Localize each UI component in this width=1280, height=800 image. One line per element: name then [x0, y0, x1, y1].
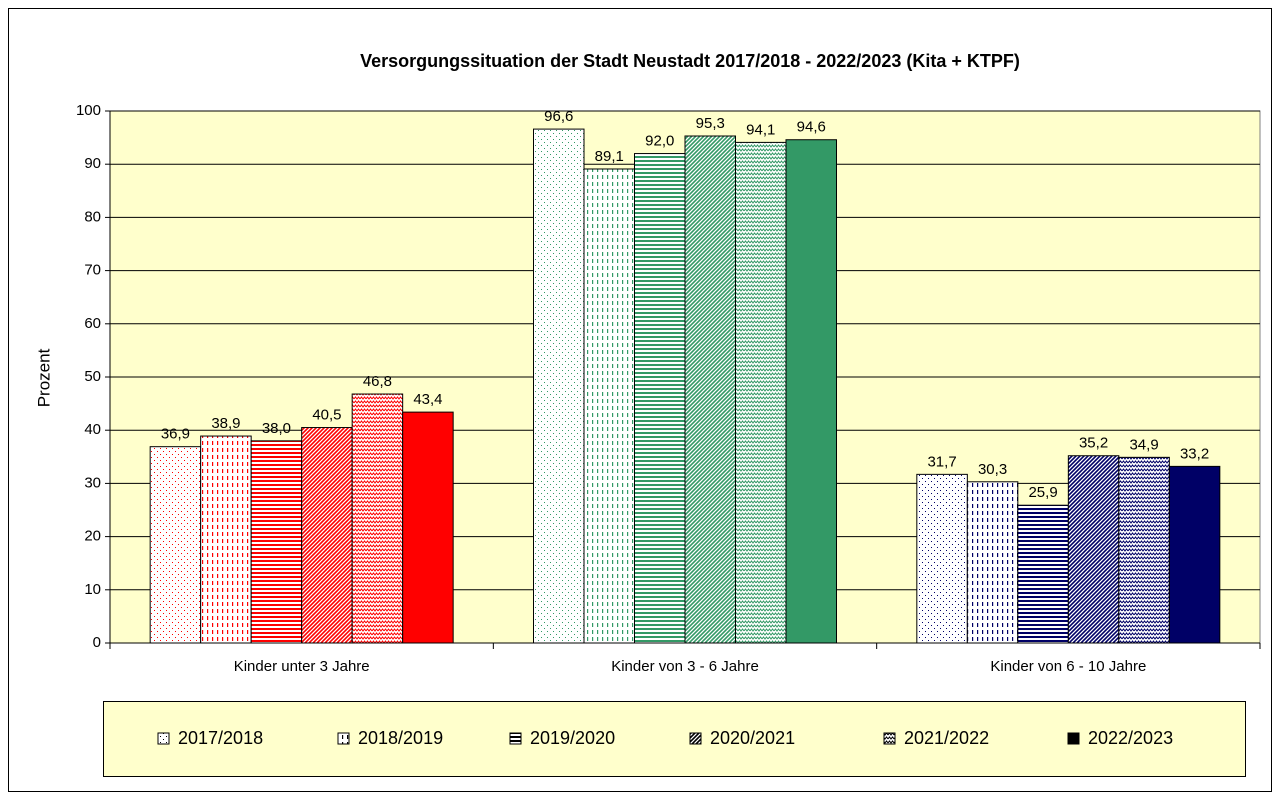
value-label: 94,6 — [797, 119, 826, 136]
y-tick-label: 40 — [84, 421, 101, 438]
value-label: 25,9 — [1028, 484, 1057, 501]
legend-label: 2018/2019 — [358, 728, 443, 748]
legend-swatch — [883, 732, 896, 745]
value-label: 31,7 — [927, 453, 956, 470]
legend-label: 2020/2021 — [710, 728, 795, 748]
bar — [1118, 456, 1170, 644]
value-label: 92,0 — [645, 133, 674, 150]
legend-swatch — [689, 732, 702, 745]
y-tick-label: 30 — [84, 474, 101, 491]
bar — [785, 139, 837, 644]
legend-swatch — [337, 732, 350, 745]
chart-title: Versorgungssituation der Stadt Neustadt … — [360, 51, 1020, 71]
y-tick-label: 10 — [84, 581, 101, 598]
value-label: 35,2 — [1079, 435, 1108, 452]
y-tick-label: 100 — [76, 102, 101, 119]
bar — [684, 135, 736, 644]
value-label: 34,9 — [1129, 436, 1158, 453]
value-label: 46,8 — [363, 373, 392, 390]
legend-label: 2017/2018 — [178, 728, 263, 748]
y-tick-label: 0 — [93, 634, 101, 651]
value-label: 33,2 — [1180, 445, 1209, 462]
bar — [1168, 465, 1221, 644]
value-label: 95,3 — [696, 115, 725, 132]
value-label: 30,3 — [978, 461, 1007, 478]
bar — [1017, 504, 1069, 644]
x-tick-label: Kinder von 3 - 6 Jahre — [611, 658, 759, 675]
legend-swatch — [1067, 732, 1080, 745]
bar — [916, 473, 968, 644]
legend-label: 2021/2022 — [904, 728, 989, 748]
bar — [402, 411, 454, 644]
value-label: 89,1 — [595, 148, 624, 165]
value-label: 36,9 — [161, 426, 190, 443]
bar — [149, 446, 202, 644]
value-label: 38,0 — [262, 420, 291, 437]
bar — [966, 481, 1019, 644]
bar — [1067, 455, 1120, 644]
value-label: 96,6 — [544, 108, 573, 125]
legend-swatch — [157, 732, 170, 745]
value-label: 94,1 — [746, 121, 775, 138]
legend-box — [103, 701, 1246, 777]
bar — [634, 153, 686, 644]
legend-swatch — [509, 732, 522, 745]
bar — [583, 168, 635, 644]
bar — [351, 393, 404, 644]
x-tick-label: Kinder unter 3 Jahre — [234, 658, 370, 675]
bar — [200, 435, 252, 644]
y-tick-label: 60 — [84, 315, 101, 332]
value-label: 38,9 — [211, 415, 240, 432]
y-tick-label: 20 — [84, 528, 101, 545]
bar — [533, 128, 585, 644]
y-tick-label: 70 — [84, 262, 101, 279]
x-tick-label: Kinder von 6 - 10 Jahre — [990, 658, 1146, 675]
legend-label: 2022/2023 — [1088, 728, 1173, 748]
value-label: 43,4 — [413, 391, 442, 408]
y-tick-label: 50 — [84, 368, 101, 385]
y-axis-label: Prozent — [34, 348, 53, 407]
legend-label: 2019/2020 — [530, 728, 615, 748]
bar — [250, 440, 303, 644]
value-label: 40,5 — [312, 407, 341, 424]
bar — [301, 427, 353, 644]
y-tick-label: 90 — [84, 155, 101, 172]
y-tick-label: 80 — [84, 208, 101, 225]
bar — [735, 141, 787, 644]
